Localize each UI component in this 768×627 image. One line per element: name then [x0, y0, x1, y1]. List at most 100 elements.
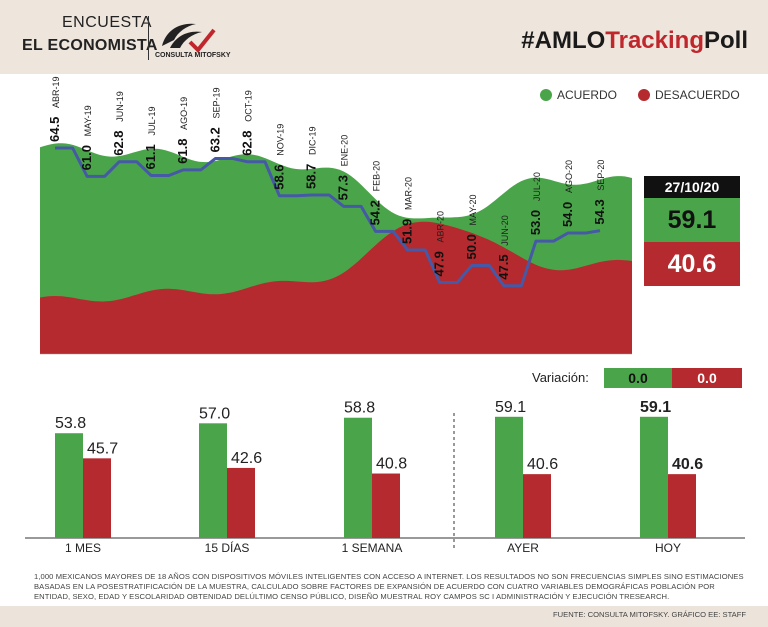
bar-acuerdo: [55, 433, 83, 538]
header-band: ENCUESTA EL ECONOMISTA CONSULTA MITOFSKY…: [0, 0, 768, 74]
point-value-label: 47.9: [432, 251, 447, 276]
point-value-label: 47.5: [496, 254, 511, 279]
bar-acuerdo-label: 59.1: [495, 399, 526, 416]
point-label-group: 50.0 MAY-20: [464, 194, 479, 259]
point-label-group: 53.0 JUL-20: [528, 172, 543, 235]
bar-desacuerdo: [227, 467, 255, 538]
point-month-label: ABR-20: [436, 211, 446, 243]
point-label-group: 47.9 ABR-20: [432, 211, 447, 277]
point-value-label: 54.2: [368, 200, 383, 225]
point-month-label: NOV-19: [275, 124, 285, 156]
bar-acuerdo: [344, 417, 372, 538]
current-acuerdo-value: 59.1: [644, 198, 740, 242]
desacuerdo-area: [40, 221, 632, 354]
methodology-footnote: 1,000 MEXICANOS MAYORES DE 18 AÑOS CON D…: [34, 572, 744, 601]
variation-acuerdo: 0.0: [604, 368, 672, 388]
variation-desacuerdo: 0.0: [672, 368, 742, 388]
bar-category-label: 1 SEMANA: [342, 541, 403, 555]
survey-title-line2: EL ECONOMISTA: [22, 37, 158, 54]
point-label-group: 58.7 DIC-19: [303, 126, 318, 189]
point-month-label: MAY-19: [83, 105, 93, 136]
bar-desacuerdo-label: 40.8: [376, 456, 407, 473]
point-label-group: 61.1 JUL-19: [143, 107, 158, 170]
point-label-group: 51.9 MAR-20: [400, 177, 415, 244]
point-value-label: 64.5: [47, 117, 62, 142]
period-bar-chart: 53.845.7 1 MES 57.0 42.6 15 DÍAS 58.8 40.8 1 SE…: [25, 399, 745, 555]
point-value-label: 50.0: [464, 234, 479, 259]
legend-acuerdo-swatch: [540, 89, 552, 101]
point-value-label: 54.3: [592, 199, 607, 224]
point-month-label: OCT-19: [243, 90, 253, 122]
legend-desacuerdo-swatch: [638, 89, 650, 101]
hashtag-suffix: Poll: [703, 27, 748, 54]
bar-desacuerdo: [668, 474, 696, 538]
bar-desacuerdo: [372, 473, 400, 538]
point-value-label: 54.0: [560, 202, 575, 227]
point-label-group: 54.3 SEP-20: [592, 160, 607, 225]
bar-acuerdo: [495, 416, 523, 538]
point-label-group: 61.0 MAY-19: [79, 105, 94, 170]
legend-desacuerdo: DESACUERDO: [638, 88, 740, 102]
bar-category-label: HOY: [655, 541, 681, 555]
source-credit: FUENTE: CONSULTA MITOFSKY. GRÁFICO EE: S…: [553, 610, 746, 619]
footer-band: [0, 606, 768, 627]
bar-acuerdo-label: 53.8: [55, 415, 86, 432]
point-month-label: SEP-20: [596, 160, 606, 191]
point-label-group: 62.8 JUN-19: [111, 91, 126, 156]
bar-desacuerdo-label: 40.6: [672, 456, 703, 473]
point-label-group: 58.6 NOV-19: [271, 124, 286, 190]
legend-desacuerdo-label: DESACUERDO: [655, 88, 740, 102]
bar-desacuerdo-label: 40.6: [527, 456, 558, 473]
point-value-label: 53.0: [528, 210, 543, 235]
current-date: 27/10/20: [644, 176, 740, 198]
point-month-label: ABR-19: [51, 76, 61, 108]
hashtag-title: #AMLOTrackingPoll: [521, 27, 748, 55]
bar-desacuerdo: [523, 474, 551, 538]
point-month-label: AGO-19: [179, 97, 189, 130]
point-label-group: 54.2 FEB-20: [368, 161, 383, 226]
point-label-group: 57.3 ENE-20: [336, 135, 351, 201]
point-month-label: JUL-20: [532, 172, 542, 201]
point-label-group: 54.0 AGO-20: [560, 160, 575, 227]
point-value-label: 63.2: [207, 127, 222, 152]
approval-line: [55, 146, 601, 288]
bar-acuerdo-label: 57.0: [199, 405, 230, 422]
point-month-label: JUN-19: [115, 91, 125, 122]
point-month-label: SEP-19: [211, 87, 221, 118]
point-month-label: MAY-20: [468, 194, 478, 225]
point-value-label: 61.8: [175, 139, 190, 164]
point-label-group: 62.8 OCT-19: [239, 90, 254, 156]
bar-desacuerdo-label: 45.7: [87, 440, 118, 457]
bar-desacuerdo: [83, 458, 111, 538]
bar-desacuerdo-label: 42.6: [231, 450, 262, 467]
point-value-label: 62.8: [111, 130, 126, 155]
legend-acuerdo-label: ACUERDO: [557, 88, 618, 102]
variation-label: Variación:: [532, 370, 589, 385]
point-label-group: 47.5 JUN-20: [496, 215, 511, 280]
hashtag-prefix: #AMLO: [521, 27, 606, 54]
point-label-group: 61.8 AGO-19: [175, 97, 190, 164]
point-value-label: 62.8: [239, 130, 254, 155]
point-label-group: 63.2 SEP-19: [207, 87, 222, 152]
tracking-chart: 64.5 ABR-19 61.0 MAY-19 62.8 JUN-19 61.1 JUL-19…: [40, 76, 632, 355]
point-value-label: 58.7: [303, 164, 318, 189]
bar-category-label: 15 DÍAS: [205, 540, 250, 555]
point-value-label: 61.0: [79, 145, 94, 170]
point-value-label: 61.1: [143, 144, 158, 169]
point-month-label: ENE-20: [340, 135, 350, 167]
mitofsky-logo-icon: [162, 23, 216, 53]
legend-acuerdo: ACUERDO: [540, 88, 617, 102]
hashtag-accent: Tracking: [605, 27, 704, 54]
point-month-label: JUL-19: [147, 107, 157, 136]
bar-category-label: 1 MES: [65, 541, 101, 555]
bar-acuerdo: [199, 423, 227, 538]
point-value-label: 58.6: [271, 164, 286, 189]
point-month-label: FEB-20: [372, 161, 382, 192]
logo-text: CONSULTA MITOFSKY: [155, 52, 231, 59]
point-month-label: DIC-19: [307, 126, 317, 155]
survey-title-line1: ENCUESTA: [62, 14, 152, 31]
point-value-label: 57.3: [336, 175, 351, 200]
current-desacuerdo-value: 40.6: [644, 242, 740, 286]
bar-acuerdo-label: 58.8: [344, 400, 375, 417]
bar-acuerdo: [640, 416, 668, 538]
